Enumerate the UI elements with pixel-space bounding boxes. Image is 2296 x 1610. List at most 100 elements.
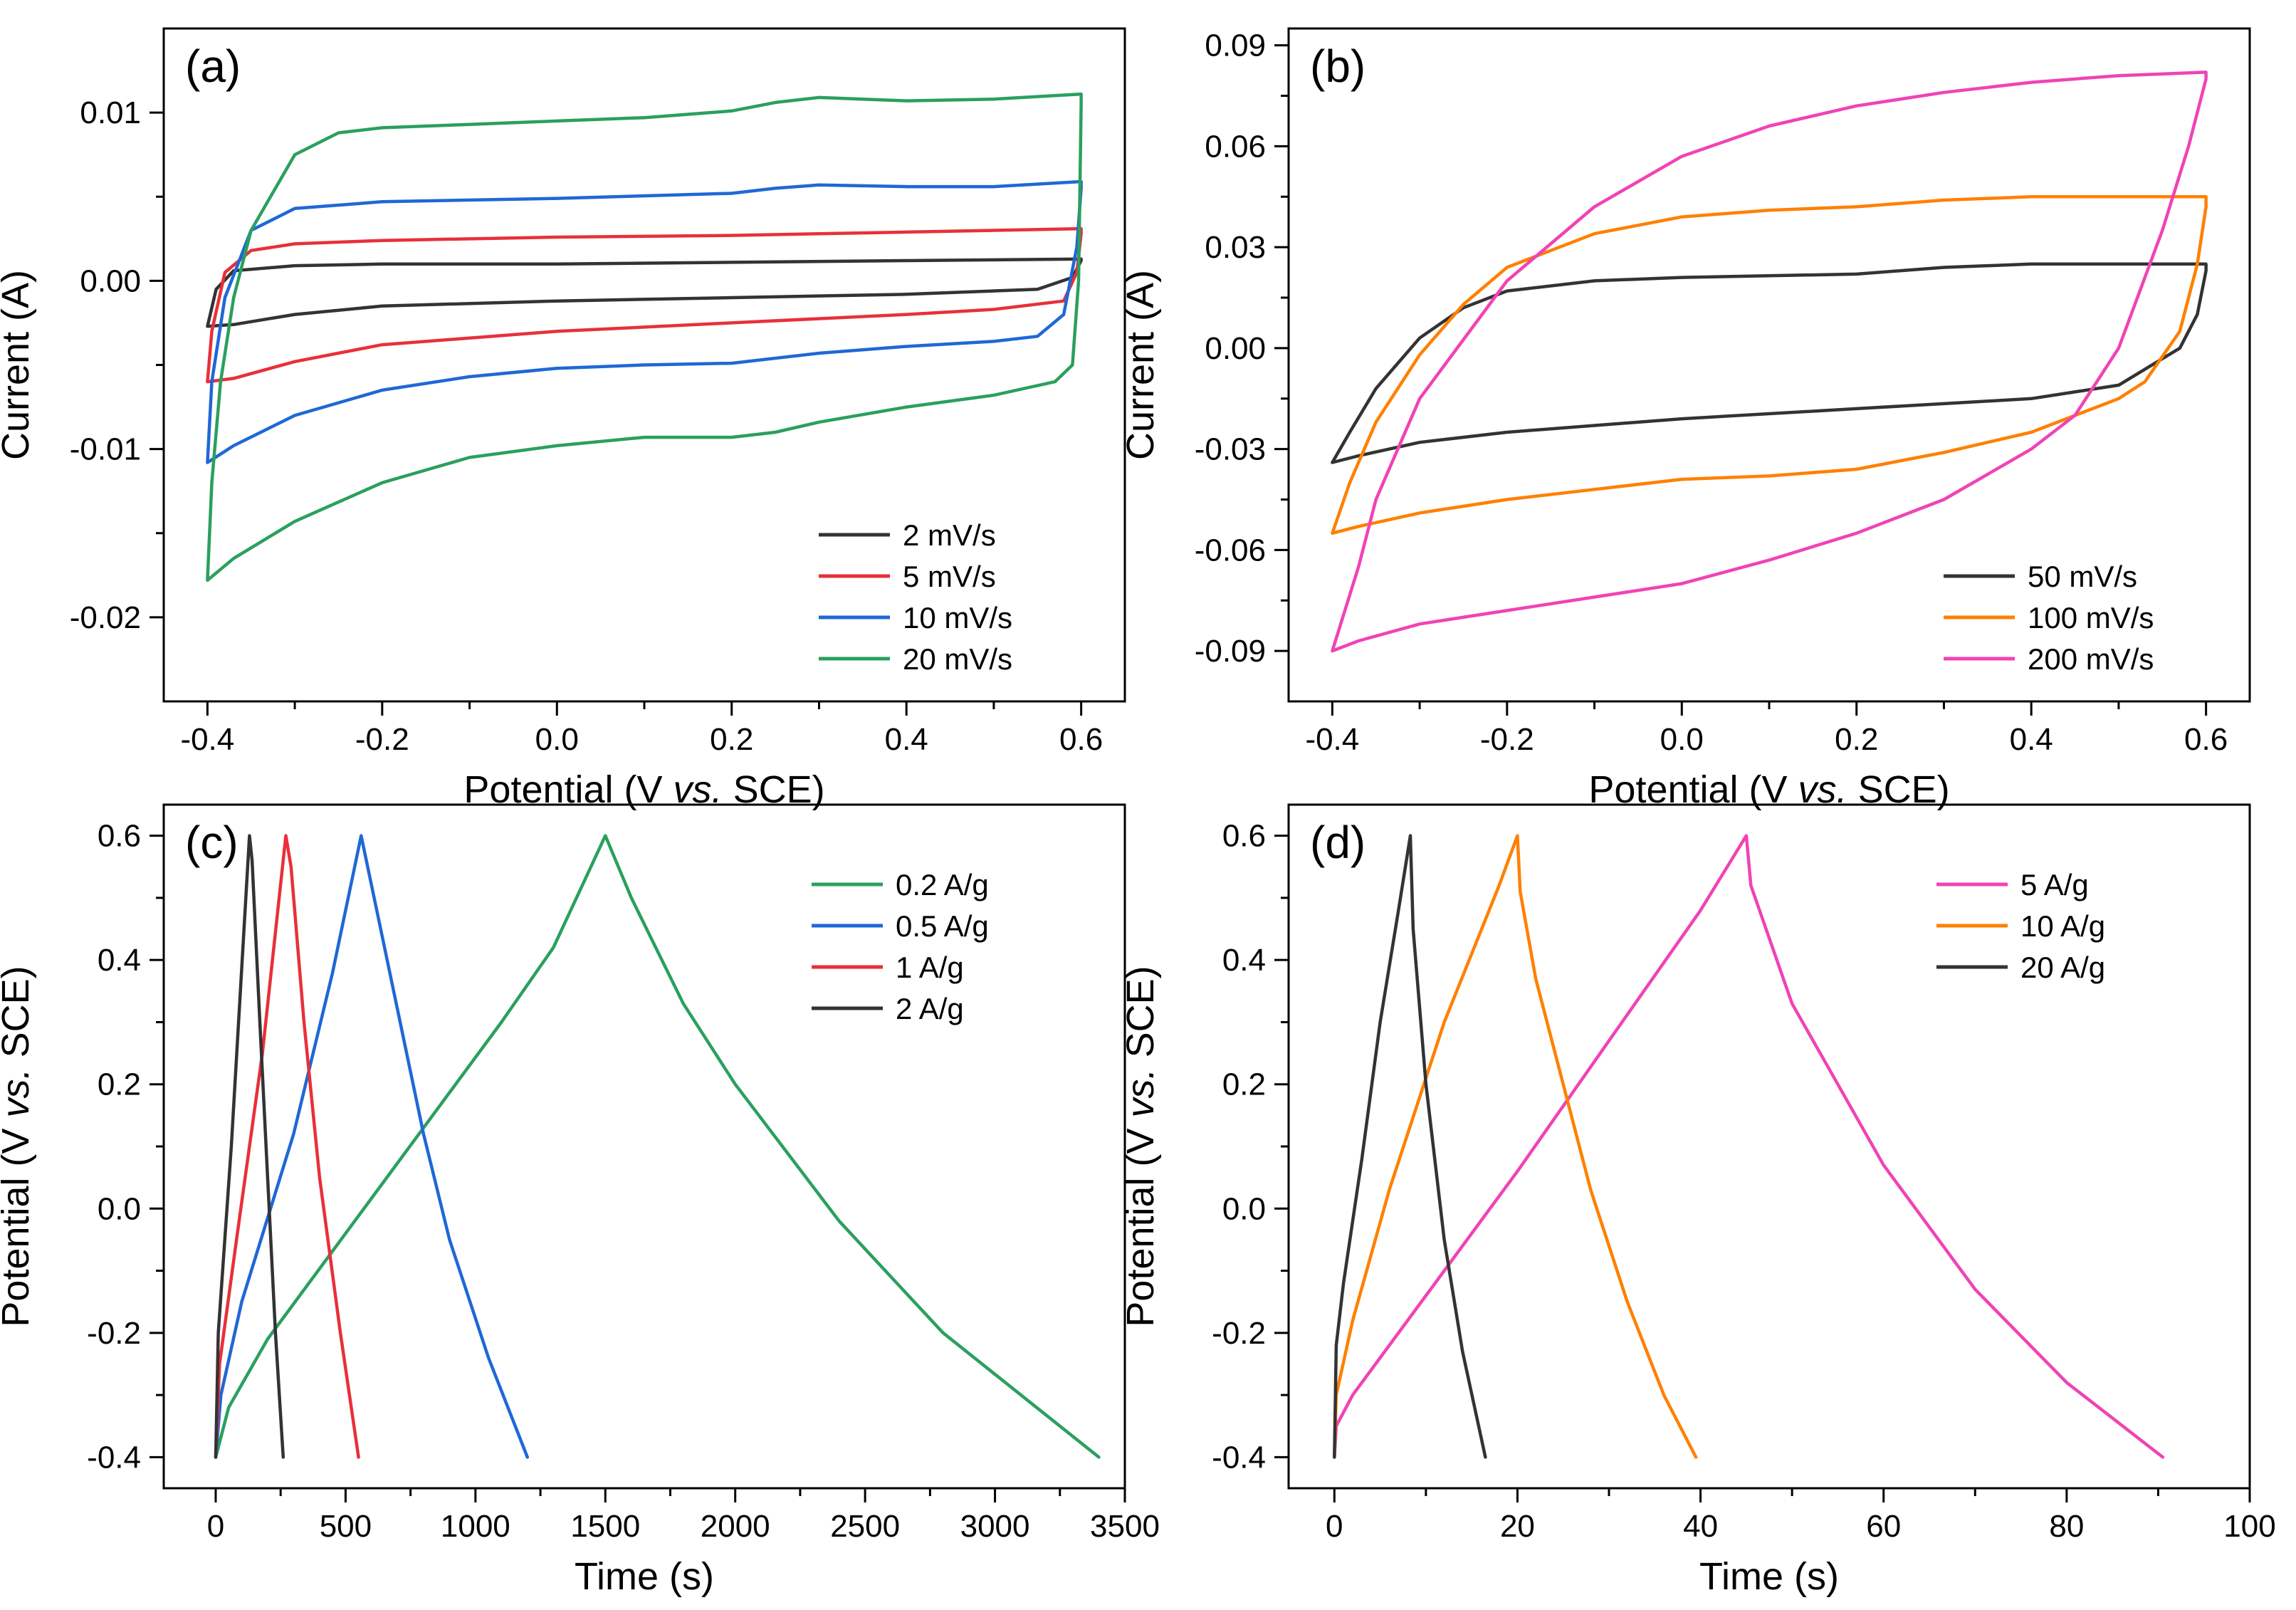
legend-label: 0.2 A/g [896, 868, 989, 901]
y-tick-label: -0.2 [87, 1316, 141, 1351]
legend-label: 20 mV/s [903, 642, 1012, 676]
x-tick-label: 60 [1866, 1509, 1901, 1544]
series-line-2-a-g [214, 834, 285, 1459]
y-axis-title: Potential (V vs. SCE) [1119, 966, 1162, 1327]
legend: 0.2 A/g 0.5 A/g 1 A/g 2 A/g [812, 868, 989, 1025]
y-tick-label: -0.02 [70, 600, 141, 635]
y-tick-label: 0.0 [98, 1191, 141, 1226]
y-tick-label: 0.2 [98, 1067, 141, 1102]
y-tick-label: 0.01 [80, 95, 141, 130]
legend-label: 0.5 A/g [896, 909, 989, 943]
y-tick-label: -0.03 [1195, 432, 1266, 467]
panel-d: 0 20 40 60 80 100 -0.4 -0.2 0.0 0.2 0.4 0.6 Time (s)… [1119, 803, 2276, 1598]
x-tick-label: -0.2 [355, 722, 409, 757]
x-tick-label: -0.2 [1480, 722, 1534, 757]
y-tick-label: 0.0 [1222, 1191, 1266, 1226]
y-axis-title: Current (A) [1119, 270, 1162, 460]
legend-label: 5 A/g [2020, 868, 2089, 901]
panel-label: (c) [185, 817, 238, 868]
y-axis-title-part: vs. [1119, 1068, 1162, 1117]
panel-c: 0 500 1000 1500 2000 2500 3000 3500 -0.4 -0.2 0.0 0… [0, 803, 1160, 1598]
x-tick-label: 40 [1683, 1509, 1718, 1544]
panel-a: -0.4 -0.2 0.0 0.2 0.4 0.6-0.02-0.010.000.01Po… [0, 27, 1126, 811]
y-tick-label: 0.09 [1205, 28, 1266, 63]
series-line-100-mv-s [1331, 195, 2208, 535]
x-tick-label: 0.2 [710, 722, 753, 757]
legend: 2 mV/s 5 mV/s 10 mV/s 20 mV/s [819, 518, 1012, 676]
legend-label: 200 mV/s [2028, 642, 2154, 676]
x-tick-label: 1000 [441, 1509, 510, 1544]
x-tick-label: 0.4 [2010, 722, 2053, 757]
y-tick-label: -0.01 [70, 432, 141, 467]
x-axis-title: Time (s) [575, 1555, 714, 1598]
x-tick-label: 0.6 [2184, 722, 2228, 757]
x-tick-label: 0 [207, 1509, 224, 1544]
series-line-1-a-g [214, 834, 360, 1459]
x-tick-label: 20 [1500, 1509, 1535, 1544]
y-axis-title-part: SCE) [0, 966, 37, 1068]
x-tick-label: 1500 [570, 1509, 640, 1544]
x-tick-label: 0.0 [535, 722, 579, 757]
y-tick-label: 0.2 [1222, 1067, 1266, 1102]
x-tick-label: 0.6 [1059, 722, 1103, 757]
legend: 50 mV/s 100 mV/s 200 mV/s [1944, 560, 2154, 676]
y-axis-title: Current (A) [0, 270, 37, 460]
y-axis-title-part: Potential (V [0, 1117, 37, 1327]
series-group [206, 92, 1083, 582]
legend-label: 5 mV/s [903, 560, 996, 593]
series-group [1333, 834, 2165, 1459]
x-tick-label: 2500 [830, 1509, 900, 1544]
y-axis-title-part: SCE) [1119, 966, 1162, 1068]
series-line-0-5-a-g [214, 834, 530, 1459]
panel-label: (b) [1310, 41, 1365, 92]
y-tick-label: -0.4 [1212, 1440, 1266, 1475]
y-tick-label: 0.03 [1205, 230, 1266, 265]
y-tick-label: 0.6 [98, 819, 141, 854]
series-line-0-2-a-g [214, 834, 1101, 1459]
y-axis-title-part: Potential (V [1119, 1117, 1162, 1327]
series-line-50-mv-s [1331, 262, 2208, 464]
legend: 5 A/g 10 A/g 20 A/g [1936, 868, 2105, 984]
series-line-10-a-g [1333, 834, 1698, 1459]
y-tick-label: 0.4 [98, 943, 141, 978]
y-axis-title: Potential (V vs. SCE) [0, 966, 37, 1327]
x-tick-label: 3000 [960, 1509, 1030, 1544]
series-group [1331, 70, 2208, 653]
legend-label: 2 mV/s [903, 518, 996, 552]
series-line-5-mv-s [206, 226, 1083, 384]
y-tick-label: -0.09 [1195, 634, 1266, 669]
series-line-10-mv-s [206, 179, 1083, 464]
y-tick-label: 0.00 [1205, 331, 1266, 366]
x-tick-label: 0.0 [1660, 722, 1704, 757]
legend-label: 2 A/g [896, 992, 964, 1025]
series-line-200-mv-s [1331, 70, 2208, 653]
y-axis-title-part: vs. [0, 1068, 37, 1117]
x-tick-label: 0.2 [1835, 722, 1878, 757]
y-tick-label: 0.06 [1205, 129, 1266, 164]
series-group [214, 834, 1101, 1459]
legend-label: 10 A/g [2020, 909, 2105, 943]
panel-label: (a) [185, 41, 241, 92]
x-tick-label: 0 [1326, 1509, 1343, 1544]
y-tick-label: 0.4 [1222, 943, 1266, 978]
legend-label: 20 A/g [2020, 951, 2105, 984]
plot-frame [162, 803, 1126, 1490]
panel-b: -0.4 -0.2 0.0 0.2 0.4 0.6 -0.09 -0.06 -0.03 0.00 0… [1119, 27, 2251, 811]
legend-label: 1 A/g [896, 951, 964, 984]
legend-label: 10 mV/s [903, 601, 1012, 634]
x-axis-title: Time (s) [1699, 1555, 1839, 1598]
series-line-20-mv-s [206, 92, 1083, 582]
x-tick-label: 500 [320, 1509, 372, 1544]
series-line-5-a-g [1333, 834, 2165, 1459]
y-tick-label: -0.2 [1212, 1316, 1266, 1351]
legend-label: 50 mV/s [2028, 560, 2137, 593]
x-tick-label: 2000 [701, 1509, 770, 1544]
y-tick-label: 0.00 [80, 263, 141, 298]
x-tick-label: 0.4 [885, 722, 928, 757]
x-tick-label: -0.4 [1305, 722, 1359, 757]
y-tick-label: -0.4 [87, 1440, 141, 1475]
x-tick-label: 80 [2049, 1509, 2084, 1544]
x-tick-label: -0.4 [180, 722, 234, 757]
y-tick-label: -0.06 [1195, 533, 1266, 568]
